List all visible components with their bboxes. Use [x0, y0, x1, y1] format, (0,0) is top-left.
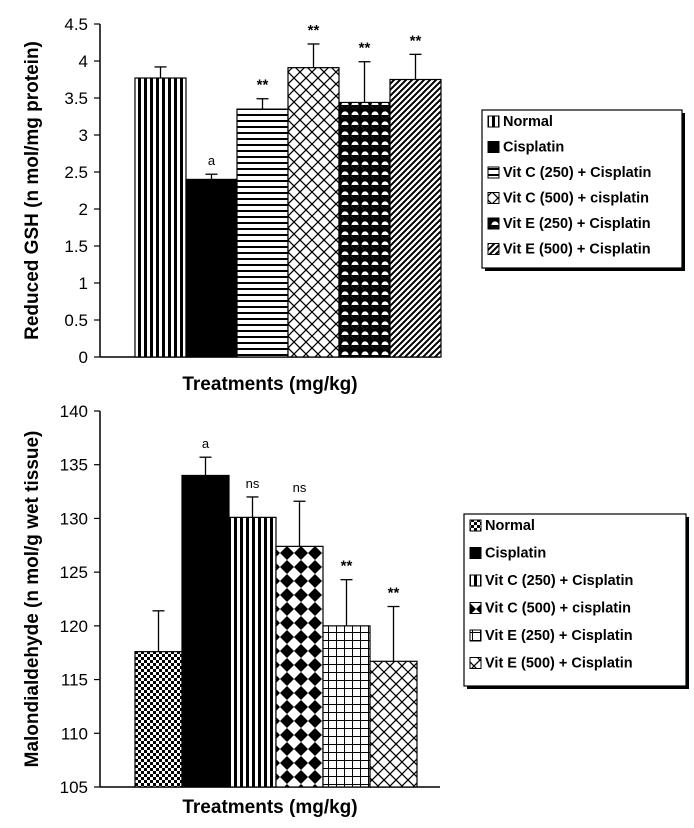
legend-swatch [487, 243, 500, 255]
legend-swatch [469, 602, 482, 614]
legend-swatch [469, 519, 482, 532]
y-tick-label: 120 [60, 617, 88, 636]
y-tick-label: 1.5 [64, 237, 88, 256]
legend-box [463, 513, 687, 687]
legend-label: Vit C (500) + cisplatin [503, 191, 649, 207]
x-axis-label: Treatments (mg/kg) [182, 797, 357, 818]
bar [185, 178, 238, 358]
y-tick-label: 125 [60, 563, 88, 582]
y-tick-label: 2 [79, 200, 88, 219]
legend-label: Vit E (500) + Cisplatin [485, 656, 633, 672]
legend-label: Normal [503, 114, 553, 130]
legend-swatch [469, 629, 482, 642]
y-tick-label: 135 [60, 456, 88, 475]
significance-label: ns [246, 476, 260, 491]
significance-label: a [202, 436, 210, 451]
legend-label: Vit E (250) + Cisplatin [503, 216, 651, 232]
legend-label: Vit E (500) + Cisplatin [503, 242, 651, 258]
y-tick-label: 1 [79, 274, 88, 293]
legend-swatch [487, 115, 500, 128]
bar [369, 660, 418, 788]
y-tick-label: 4.5 [64, 15, 88, 34]
y-tick-label: 140 [60, 402, 88, 421]
significance-label: ** [308, 22, 320, 39]
significance-label: ** [410, 32, 422, 49]
bar [134, 651, 183, 788]
significance-label: ns [293, 480, 307, 495]
legend-swatch [469, 657, 482, 669]
significance-label: ** [388, 585, 400, 602]
legend-label: Cisplatin [503, 140, 564, 156]
legend-label: Vit C (250) + Cisplatin [485, 573, 633, 589]
legend-swatch [469, 547, 482, 559]
legend-label: Normal [485, 518, 535, 534]
y-tick-label: 110 [61, 724, 88, 743]
bar [236, 108, 289, 358]
legend-swatch [487, 166, 500, 179]
legend: Normal Cisplatin Vit C (250) + Cisplatin Vi… [463, 513, 689, 689]
bar [338, 101, 391, 358]
legend-swatch [487, 141, 500, 153]
y-tick-label: 3.5 [64, 89, 88, 108]
y-tick-label: 4 [79, 52, 88, 71]
significance-label: ** [359, 40, 371, 57]
legend-label: Vit C (250) + Cisplatin [503, 165, 651, 181]
y-axis-label: Malondialdehyde (n mol/g wet tissue) [22, 431, 43, 768]
bar [134, 77, 187, 358]
y-tick-label: 115 [61, 671, 88, 690]
legend: Normal Cisplatin Vit C (250) + Cisplatin Vi… [481, 109, 685, 271]
mda-chart: 105 110 115 120 125 130 135 140 Malondialdehyde … [22, 402, 689, 818]
significance-label: ** [257, 77, 269, 94]
legend-label: Vit C (500) + cisplatin [485, 601, 631, 617]
significance-label: ** [341, 558, 353, 575]
y-tick-label: 2.5 [64, 163, 88, 182]
x-axis-label: Treatments (mg/kg) [182, 374, 357, 395]
bar [389, 78, 442, 358]
legend-swatch [487, 192, 500, 204]
bar [228, 516, 277, 788]
legend-swatch [487, 217, 500, 230]
bar [287, 67, 340, 358]
significance-label: a [208, 153, 216, 168]
bar [322, 625, 371, 788]
y-tick-label: 0.5 [64, 311, 88, 330]
bar [181, 474, 230, 788]
y-tick-label: 130 [60, 509, 88, 528]
bar [275, 545, 324, 788]
legend-label: Cisplatin [485, 546, 546, 562]
y-tick-label: 105 [60, 778, 88, 797]
legend-label: Vit E (250) + Cisplatin [485, 628, 633, 644]
legend-swatch [469, 574, 482, 587]
y-axis-label: Reduced GSH (n mol/mg protein) [22, 41, 43, 340]
gsh-chart: 0 0.5 1 1.5 2 2.5 3 3.5 4 4.5 Reduced GSH (n mol/m… [22, 15, 685, 395]
legend-box [481, 109, 683, 269]
y-tick-label: 3 [79, 126, 88, 145]
y-tick-label: 0 [79, 348, 88, 367]
